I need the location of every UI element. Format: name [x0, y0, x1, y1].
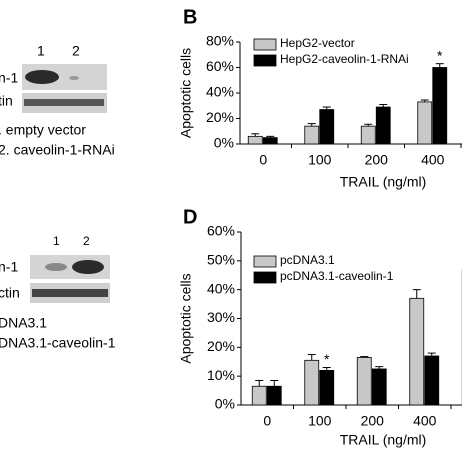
- x-tick-label: 0: [263, 413, 271, 429]
- row-label: n-1: [0, 70, 18, 86]
- bar: [304, 125, 320, 145]
- legend-label: HepG2-vector: [280, 36, 355, 50]
- bar: [266, 385, 282, 406]
- x-tick-label: 400: [413, 413, 437, 429]
- lane-label: 1: [53, 234, 60, 248]
- x-axis-title: TRAIL (ng/ml): [340, 174, 427, 190]
- blot-band: [72, 260, 104, 274]
- bar: [375, 106, 391, 145]
- y-tick-label: 60%: [206, 58, 234, 74]
- row-label: ctin: [0, 285, 20, 301]
- legend-swatch: [253, 54, 277, 67]
- blot-band: [32, 289, 108, 297]
- panel-label: D: [183, 206, 197, 228]
- x-tick-label: 200: [361, 413, 385, 429]
- bar: [251, 385, 267, 406]
- legend-swatch: [253, 38, 277, 51]
- y-tick-label: 10%: [207, 367, 235, 383]
- legend-text: 2. caveolin-1-RNAi: [0, 142, 115, 158]
- x-axis-title: TRAIL (ng/ml): [340, 432, 427, 448]
- bar: [432, 67, 448, 145]
- y-axis-title: Apoptotic cells: [178, 273, 194, 363]
- y-tick-label: 20%: [206, 109, 234, 125]
- bar: [371, 368, 387, 406]
- blot-band: [25, 70, 59, 84]
- lane-label: 2: [83, 234, 90, 248]
- bar: [360, 125, 376, 145]
- panel-label: B: [183, 6, 197, 28]
- y-tick-label: 60%: [207, 223, 235, 239]
- blot-band: [69, 76, 79, 80]
- bar: [262, 137, 278, 145]
- legend-swatch: [253, 271, 277, 284]
- y-tick-label: 0%: [215, 396, 235, 412]
- y-tick-label: 80%: [206, 33, 234, 49]
- blot-band: [24, 99, 104, 106]
- bar: [319, 369, 335, 406]
- legend-swatch: [253, 255, 277, 268]
- legend-label: pcDNA3.1: [280, 253, 335, 267]
- y-axis-title: Apoptotic cells: [178, 48, 194, 138]
- x-tick-label: 400: [421, 152, 445, 168]
- x-tick-label: 200: [365, 152, 389, 168]
- bar: [424, 355, 440, 406]
- bar: [304, 359, 320, 406]
- bar: [319, 109, 335, 145]
- y-tick-label: 40%: [206, 84, 234, 100]
- x-tick-label: 0: [259, 152, 267, 168]
- legend-text: . empty vector: [0, 122, 86, 138]
- y-tick-label: 20%: [207, 338, 235, 354]
- legend-text: DNA3.1-caveolin-1: [0, 335, 116, 351]
- bar: [417, 101, 433, 145]
- x-tick-label: 100: [308, 413, 332, 429]
- y-tick-label: 50%: [207, 252, 235, 268]
- blot-band: [45, 263, 67, 271]
- lane-label: 2: [72, 43, 80, 59]
- legend-text: DNA3.1: [0, 315, 47, 331]
- y-tick-label: 30%: [207, 309, 235, 325]
- bar: [409, 297, 425, 406]
- significance-mark: *: [324, 351, 330, 367]
- bar: [247, 135, 263, 145]
- lane-label: 1: [37, 43, 45, 59]
- row-label: n-1: [0, 259, 18, 275]
- x-tick-label: 100: [308, 152, 332, 168]
- row-label: tin: [0, 93, 13, 109]
- legend-label: HepG2-caveolin-1-RNAi: [280, 52, 409, 66]
- significance-mark: *: [437, 47, 443, 63]
- bar: [356, 357, 372, 406]
- legend-label: pcDNA3.1-caveolin-1: [280, 269, 394, 283]
- y-tick-label: 0%: [214, 135, 234, 151]
- y-tick-label: 40%: [207, 280, 235, 296]
